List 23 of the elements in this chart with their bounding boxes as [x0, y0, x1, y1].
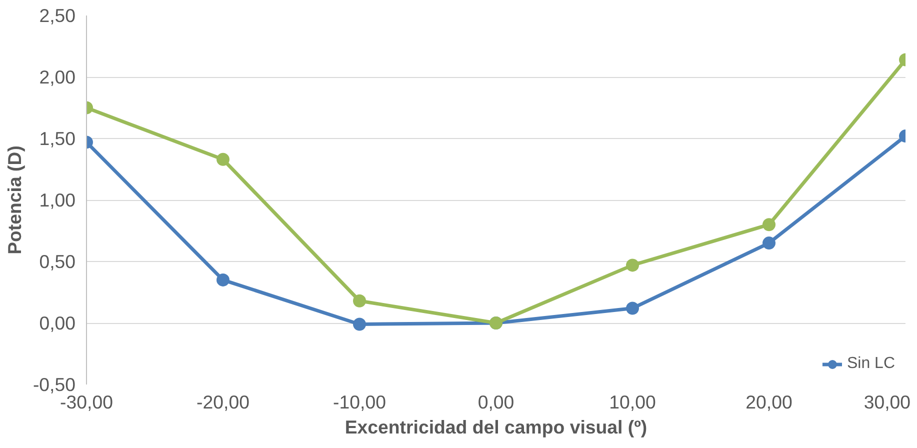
point — [626, 302, 639, 315]
point — [216, 273, 230, 286]
x-axis-title: Excentricidad del campo visual (º) — [344, 416, 648, 438]
x-tick-label: 0,00 — [478, 392, 514, 412]
y-tick-label: 2,50 — [39, 5, 76, 26]
legend-label: Sin LC — [846, 355, 895, 373]
y-tick-label: 2,00 — [39, 66, 76, 88]
point — [353, 318, 366, 331]
y-tick-label: 1,50 — [39, 128, 76, 149]
y-axis-title: Potencia (D) — [4, 146, 25, 254]
x-tick-label: -10,00 — [333, 392, 386, 412]
y-tick-label: 1,00 — [39, 190, 76, 210]
x-tick-label: 20,00 — [746, 392, 792, 412]
y-tick-label: 0,50 — [39, 251, 76, 272]
x-tick-label: 30,00 — [864, 392, 910, 412]
point — [762, 218, 776, 232]
point — [216, 152, 230, 166]
point — [626, 258, 639, 272]
point — [762, 236, 776, 250]
x-tick-label: -20,00 — [196, 392, 250, 412]
x-tick-label: 10,00 — [609, 392, 656, 412]
point — [353, 294, 366, 308]
y-tick-label: 0,00 — [39, 312, 76, 334]
